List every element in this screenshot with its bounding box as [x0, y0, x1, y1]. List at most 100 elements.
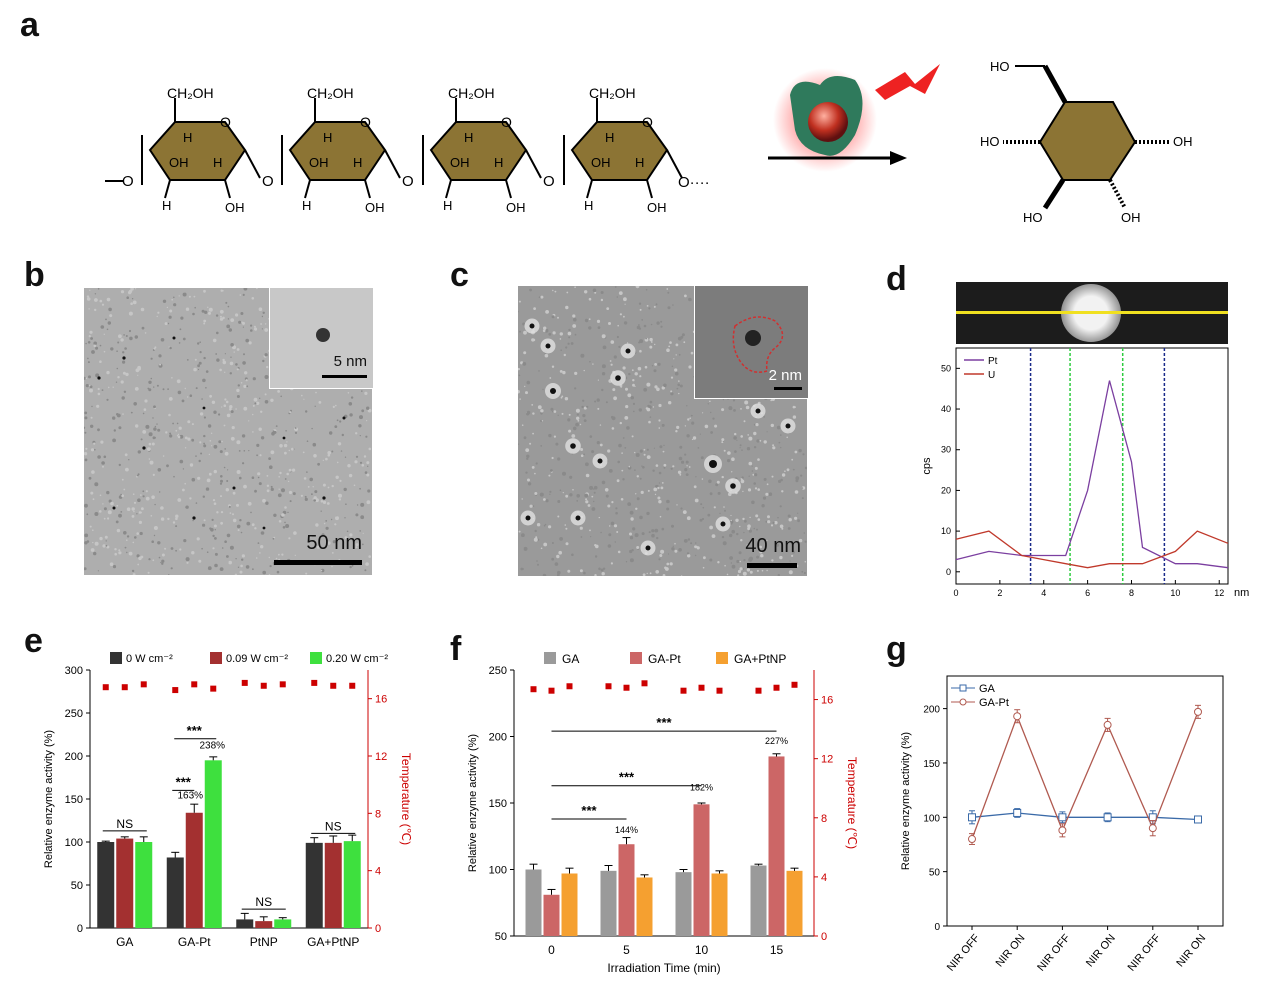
texture-dot — [114, 548, 117, 551]
texture-dot — [102, 544, 106, 548]
texture-dot — [148, 388, 152, 392]
texture-dot — [287, 511, 289, 514]
texture-dot — [749, 516, 751, 519]
texture-dot — [585, 500, 589, 504]
texture-dot — [584, 290, 588, 294]
texture-dot — [521, 533, 525, 538]
texture-dot — [133, 402, 137, 406]
texture-dot — [260, 436, 265, 440]
texture-dot — [320, 569, 323, 572]
texture-dot — [585, 473, 590, 478]
texture-dot — [694, 498, 699, 503]
texture-dot — [601, 572, 605, 576]
texture-dot — [548, 433, 552, 438]
y2-tick-label: 16 — [821, 695, 833, 707]
texture-dot — [656, 321, 660, 325]
texture-dot — [173, 303, 177, 307]
oh-label: OH — [591, 155, 611, 170]
texture-dot — [258, 427, 262, 431]
texture-dot — [639, 339, 644, 344]
data-label: 144% — [615, 825, 638, 835]
texture-dot — [695, 476, 697, 478]
texture-dot — [589, 360, 591, 363]
texture-dot — [663, 383, 667, 388]
texture-dot — [157, 468, 162, 472]
texture-dot — [623, 321, 628, 325]
texture-dot — [136, 474, 139, 477]
texture-dot — [184, 436, 188, 440]
texture-dot — [711, 534, 716, 538]
texture-dot — [684, 294, 687, 298]
texture-dot — [680, 575, 683, 577]
texture-dot — [723, 506, 725, 508]
texture-dot — [521, 424, 524, 426]
texture-dot — [606, 307, 610, 310]
y2-tick-label: 8 — [375, 808, 381, 820]
oxygen-label: O — [402, 173, 414, 190]
texture-dot — [141, 326, 145, 330]
texture-dot — [569, 493, 573, 497]
texture-dot — [179, 328, 182, 331]
texture-dot — [744, 400, 749, 405]
texture-dot — [239, 570, 243, 574]
texture-dot — [550, 407, 554, 411]
nanoparticle — [282, 436, 286, 440]
texture-dot — [141, 507, 144, 511]
texture-dot — [551, 456, 554, 460]
x-tick-label: GA+PtNP — [307, 935, 359, 949]
texture-dot — [355, 455, 359, 458]
plot-frame — [955, 347, 1229, 585]
texture-dot — [518, 530, 521, 533]
texture-dot — [266, 489, 270, 493]
texture-dot — [540, 419, 543, 422]
texture-dot — [643, 324, 647, 328]
texture-dot — [137, 498, 141, 502]
texture-dot — [177, 435, 181, 439]
texture-dot — [667, 291, 670, 294]
texture-dot — [185, 506, 187, 508]
texture-dot — [131, 507, 135, 511]
texture-dot — [588, 297, 592, 301]
texture-dot — [724, 564, 726, 567]
texture-dot — [622, 366, 626, 370]
texture-dot — [533, 537, 538, 542]
texture-dot — [236, 524, 241, 529]
texture-dot — [635, 284, 640, 289]
y-tick-label: 100 — [65, 837, 83, 849]
texture-dot — [728, 406, 733, 411]
texture-dot — [313, 496, 317, 500]
texture-dot — [661, 527, 665, 531]
texture-dot — [224, 540, 227, 543]
texture-dot — [235, 558, 237, 560]
texture-dot — [707, 513, 711, 517]
texture-dot — [86, 297, 91, 301]
texture-dot — [672, 304, 674, 306]
bar — [675, 872, 692, 936]
texture-dot — [291, 447, 294, 451]
h-label: H — [213, 155, 222, 170]
texture-dot — [193, 367, 197, 372]
texture-dot — [126, 507, 131, 511]
texture-dot — [691, 438, 694, 441]
texture-dot — [88, 335, 91, 338]
data-point — [1148, 813, 1157, 822]
texture-dot — [246, 385, 249, 388]
texture-dot — [142, 412, 145, 415]
texture-dot — [123, 334, 125, 336]
texture-dot — [803, 532, 806, 534]
bond — [505, 179, 512, 199]
texture-dot — [83, 452, 88, 456]
texture-dot — [656, 387, 660, 392]
texture-dot — [732, 399, 736, 402]
y-tick-label: 50 — [929, 868, 941, 879]
texture-dot — [194, 306, 196, 309]
texture-dot — [562, 471, 566, 476]
texture-dot — [367, 465, 369, 467]
bar — [561, 873, 578, 936]
texture-dot — [594, 544, 597, 547]
texture-dot — [90, 448, 95, 452]
texture-dot — [143, 408, 147, 411]
texture-dot — [208, 307, 213, 312]
nanoparticle — [529, 323, 535, 329]
